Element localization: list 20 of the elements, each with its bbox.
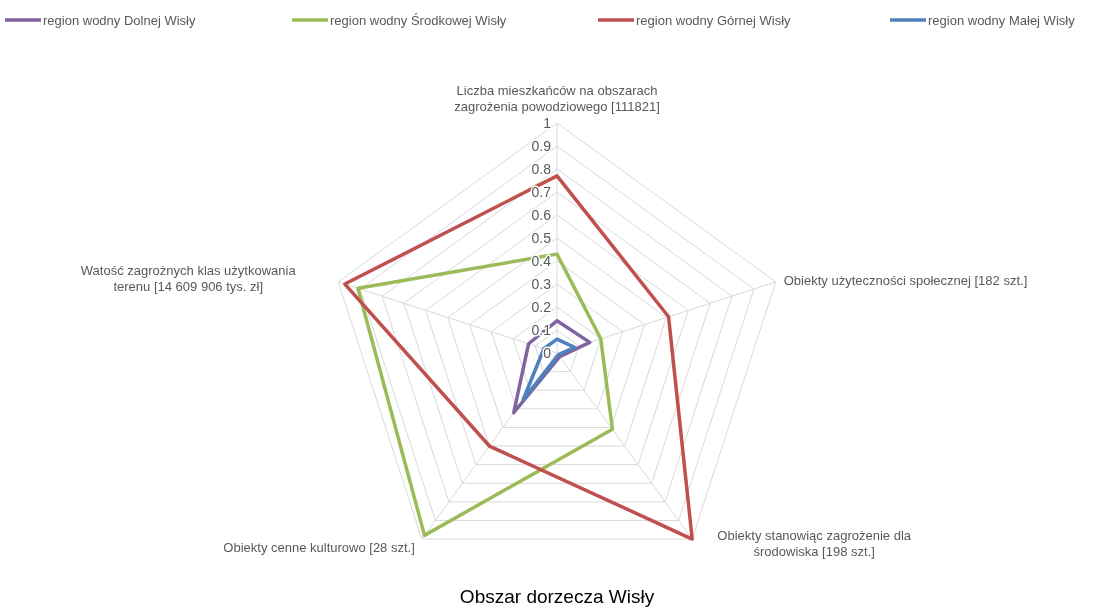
text: Obszar dorzecza Wisły — [459, 586, 655, 607]
legend-label: region wodny Środkowej Wisły — [330, 13, 507, 28]
legend-label: region wodny Górnej Wisły — [636, 13, 792, 28]
y-tick-label: 0.9 — [531, 138, 552, 154]
y-tick-label: 0.4 — [531, 253, 552, 269]
y-tick-label: 0.5 — [531, 230, 552, 246]
y-tick-label: 0.8 — [531, 161, 552, 177]
spoke-label: Obiekty cenne kulturowo [28 szt.] — [223, 540, 415, 556]
y-tick-label: 0 — [543, 345, 552, 361]
spoke-label: Liczba mieszkańców na obszarach zagrożenia powodziowego [111821] — [454, 83, 660, 114]
y-tick-label: 0.7 — [531, 184, 552, 200]
y-tick-label: 1 — [543, 115, 552, 131]
spoke-label: Obiekty użyteczności społecznej [182 szt.] — [783, 272, 1028, 288]
y-tick-label: 0.6 — [531, 207, 552, 223]
y-tick-label: 0.2 — [531, 299, 552, 315]
y-tick-label: 0.3 — [531, 276, 552, 292]
spoke-label: Obiekty stanowiąc zagrożenie dla środowiska [198 szt.] — [717, 528, 912, 560]
spoke-label: Watość zagrożnych klas użytkowania terenu [14 609 906 tys. zł] — [80, 262, 297, 294]
legend-label: region wodny Dolnej Wisły — [43, 13, 196, 28]
legend-label: region wodny Małej Wisły — [928, 13, 1076, 28]
